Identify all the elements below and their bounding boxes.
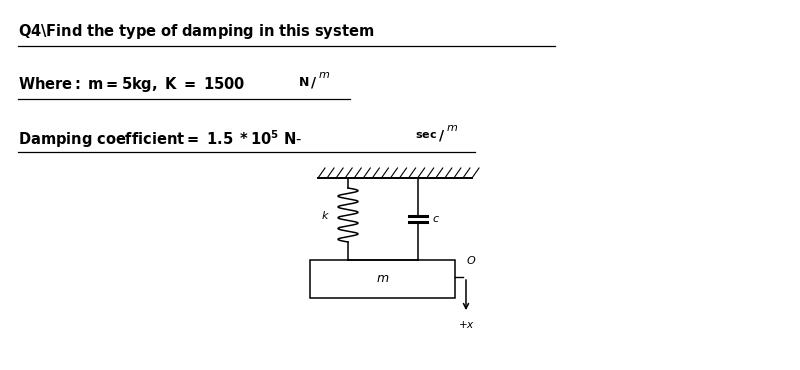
Text: $\bf{\it{m}}$: $\bf{\it{m}}$ <box>446 123 458 133</box>
Text: $\bf{sec}$: $\bf{sec}$ <box>415 130 437 140</box>
Text: $\bf{\it{m}}$: $\bf{\it{m}}$ <box>318 70 330 80</box>
Text: $O$: $O$ <box>466 254 476 266</box>
Text: $\bf{Damping\ coefficient{=}\ 1.5\ *10^5\ N\text{-}}$: $\bf{Damping\ coefficient{=}\ 1.5\ *10^5… <box>18 128 302 150</box>
Text: $\bf{/}$: $\bf{/}$ <box>310 75 317 90</box>
Text: $\bf{/}$: $\bf{/}$ <box>438 128 445 143</box>
Text: $k$: $k$ <box>321 209 330 221</box>
Bar <box>310 260 455 298</box>
Text: $m$: $m$ <box>376 272 389 286</box>
Text: $\bf{Q4\backslash Find\ the\ type\ of\ damping\ in\ this\ system}$: $\bf{Q4\backslash Find\ the\ type\ of\ d… <box>18 22 374 41</box>
Text: $\bf{Where:\ m{=}5kg,\ K\ =\ 1500\ }$: $\bf{Where:\ m{=}5kg,\ K\ =\ 1500\ }$ <box>18 75 246 94</box>
Text: $c$: $c$ <box>432 214 440 224</box>
Text: $\bf{N}$: $\bf{N}$ <box>298 76 310 89</box>
Text: $+x$: $+x$ <box>458 319 474 330</box>
